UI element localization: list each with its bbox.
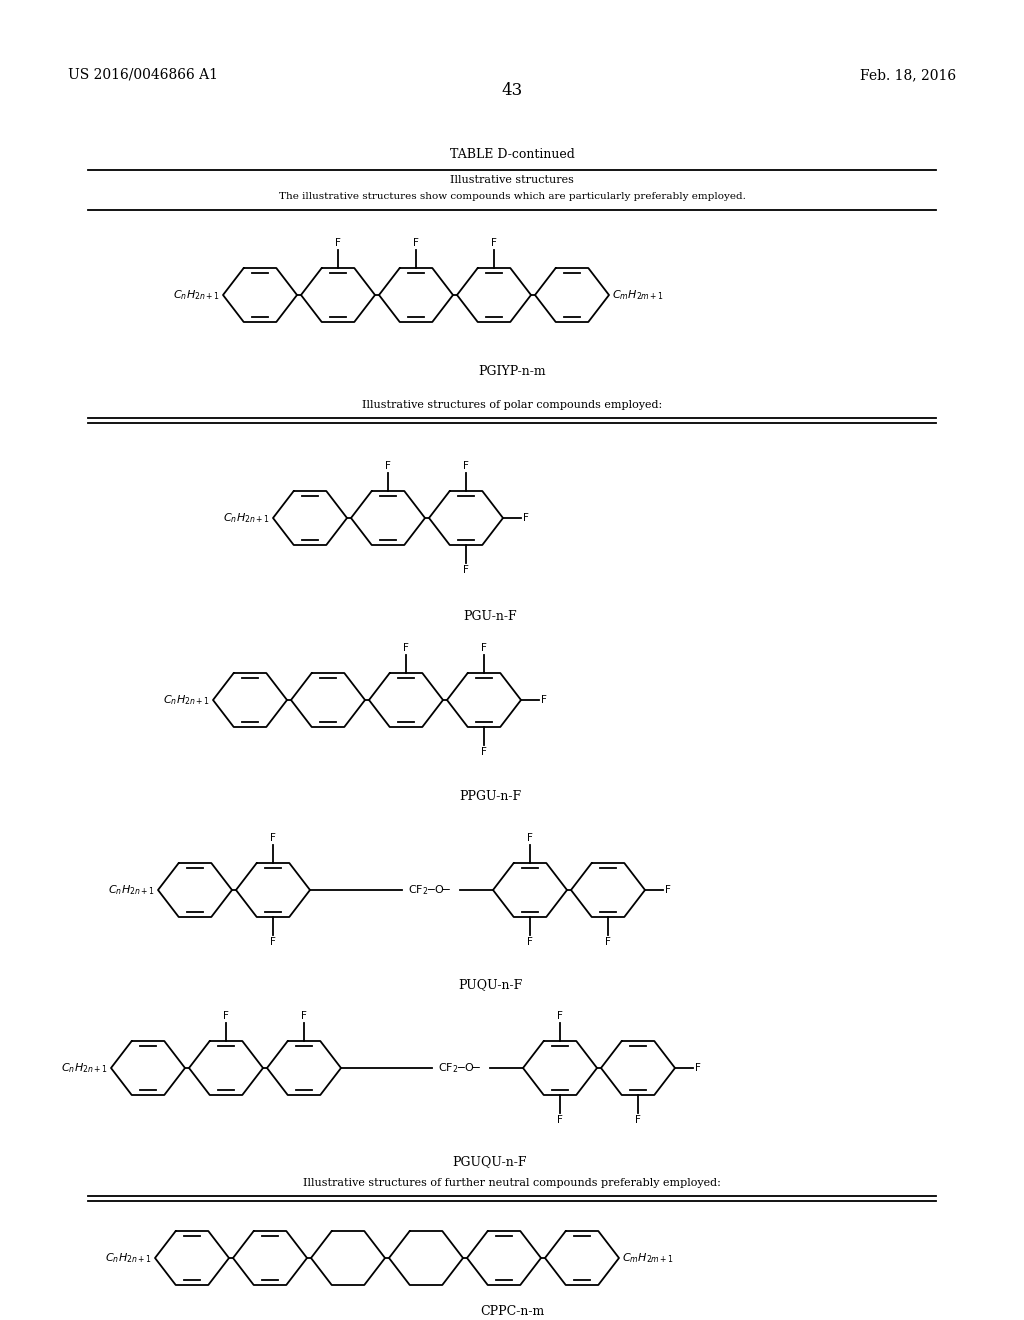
Text: 43: 43 (502, 82, 522, 99)
Text: Illustrative structures: Illustrative structures (451, 176, 573, 185)
Text: F: F (335, 238, 341, 248)
Text: F: F (463, 565, 469, 576)
Text: The illustrative structures show compounds which are particularly preferably emp: The illustrative structures show compoun… (279, 191, 745, 201)
Text: F: F (463, 461, 469, 471)
Text: $\mathrm{CF_2}$─O─: $\mathrm{CF_2}$─O─ (409, 883, 452, 896)
Text: F: F (403, 643, 409, 653)
Text: $C_nH_{2n+1}$: $C_nH_{2n+1}$ (108, 883, 155, 896)
Text: Feb. 18, 2016: Feb. 18, 2016 (860, 69, 956, 82)
Text: F: F (301, 1011, 307, 1020)
Text: TABLE D-continued: TABLE D-continued (450, 148, 574, 161)
Text: CPPC-n-m: CPPC-n-m (480, 1305, 544, 1317)
Text: F: F (635, 1115, 641, 1125)
Text: $C_nH_{2n+1}$: $C_nH_{2n+1}$ (173, 288, 220, 302)
Text: F: F (527, 833, 532, 843)
Text: US 2016/0046866 A1: US 2016/0046866 A1 (68, 69, 218, 82)
Text: PGIYP-n-m: PGIYP-n-m (478, 366, 546, 378)
Text: $C_mH_{2m+1}$: $C_mH_{2m+1}$ (622, 1251, 674, 1265)
Text: PGUQU-n-F: PGUQU-n-F (453, 1155, 527, 1168)
Text: $C_mH_{2m+1}$: $C_mH_{2m+1}$ (612, 288, 665, 302)
Text: F: F (481, 747, 487, 756)
Text: F: F (223, 1011, 229, 1020)
Text: PPGU-n-F: PPGU-n-F (459, 789, 521, 803)
Text: F: F (605, 937, 611, 946)
Text: Illustrative structures of further neutral compounds preferably employed:: Illustrative structures of further neutr… (303, 1177, 721, 1188)
Text: F: F (523, 513, 528, 523)
Text: PGU-n-F: PGU-n-F (463, 610, 517, 623)
Text: F: F (557, 1115, 563, 1125)
Text: $C_nH_{2n+1}$: $C_nH_{2n+1}$ (104, 1251, 152, 1265)
Text: $\mathrm{CF_2}$─O─: $\mathrm{CF_2}$─O─ (438, 1061, 482, 1074)
Text: F: F (481, 643, 487, 653)
Text: F: F (385, 461, 391, 471)
Text: F: F (527, 937, 532, 946)
Text: Illustrative structures of polar compounds employed:: Illustrative structures of polar compoun… (361, 400, 663, 411)
Text: F: F (492, 238, 497, 248)
Text: PUQU-n-F: PUQU-n-F (458, 978, 522, 991)
Text: F: F (695, 1063, 700, 1073)
Text: F: F (557, 1011, 563, 1020)
Text: F: F (541, 696, 547, 705)
Text: F: F (665, 884, 671, 895)
Text: F: F (270, 833, 275, 843)
Text: $C_nH_{2n+1}$: $C_nH_{2n+1}$ (223, 511, 270, 525)
Text: $C_nH_{2n+1}$: $C_nH_{2n+1}$ (61, 1061, 108, 1074)
Text: F: F (413, 238, 419, 248)
Text: $C_nH_{2n+1}$: $C_nH_{2n+1}$ (163, 693, 210, 708)
Text: F: F (270, 937, 275, 946)
